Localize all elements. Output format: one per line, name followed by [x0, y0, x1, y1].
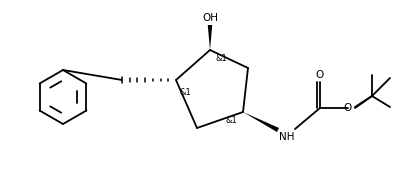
Polygon shape [208, 25, 212, 50]
Text: O: O [344, 103, 352, 113]
Text: NH: NH [279, 132, 295, 142]
Text: &1: &1 [216, 54, 228, 63]
Polygon shape [243, 112, 279, 132]
Text: OH: OH [202, 13, 218, 23]
Text: O: O [316, 70, 324, 80]
Text: &1: &1 [179, 88, 191, 97]
Text: &1: &1 [225, 116, 237, 125]
